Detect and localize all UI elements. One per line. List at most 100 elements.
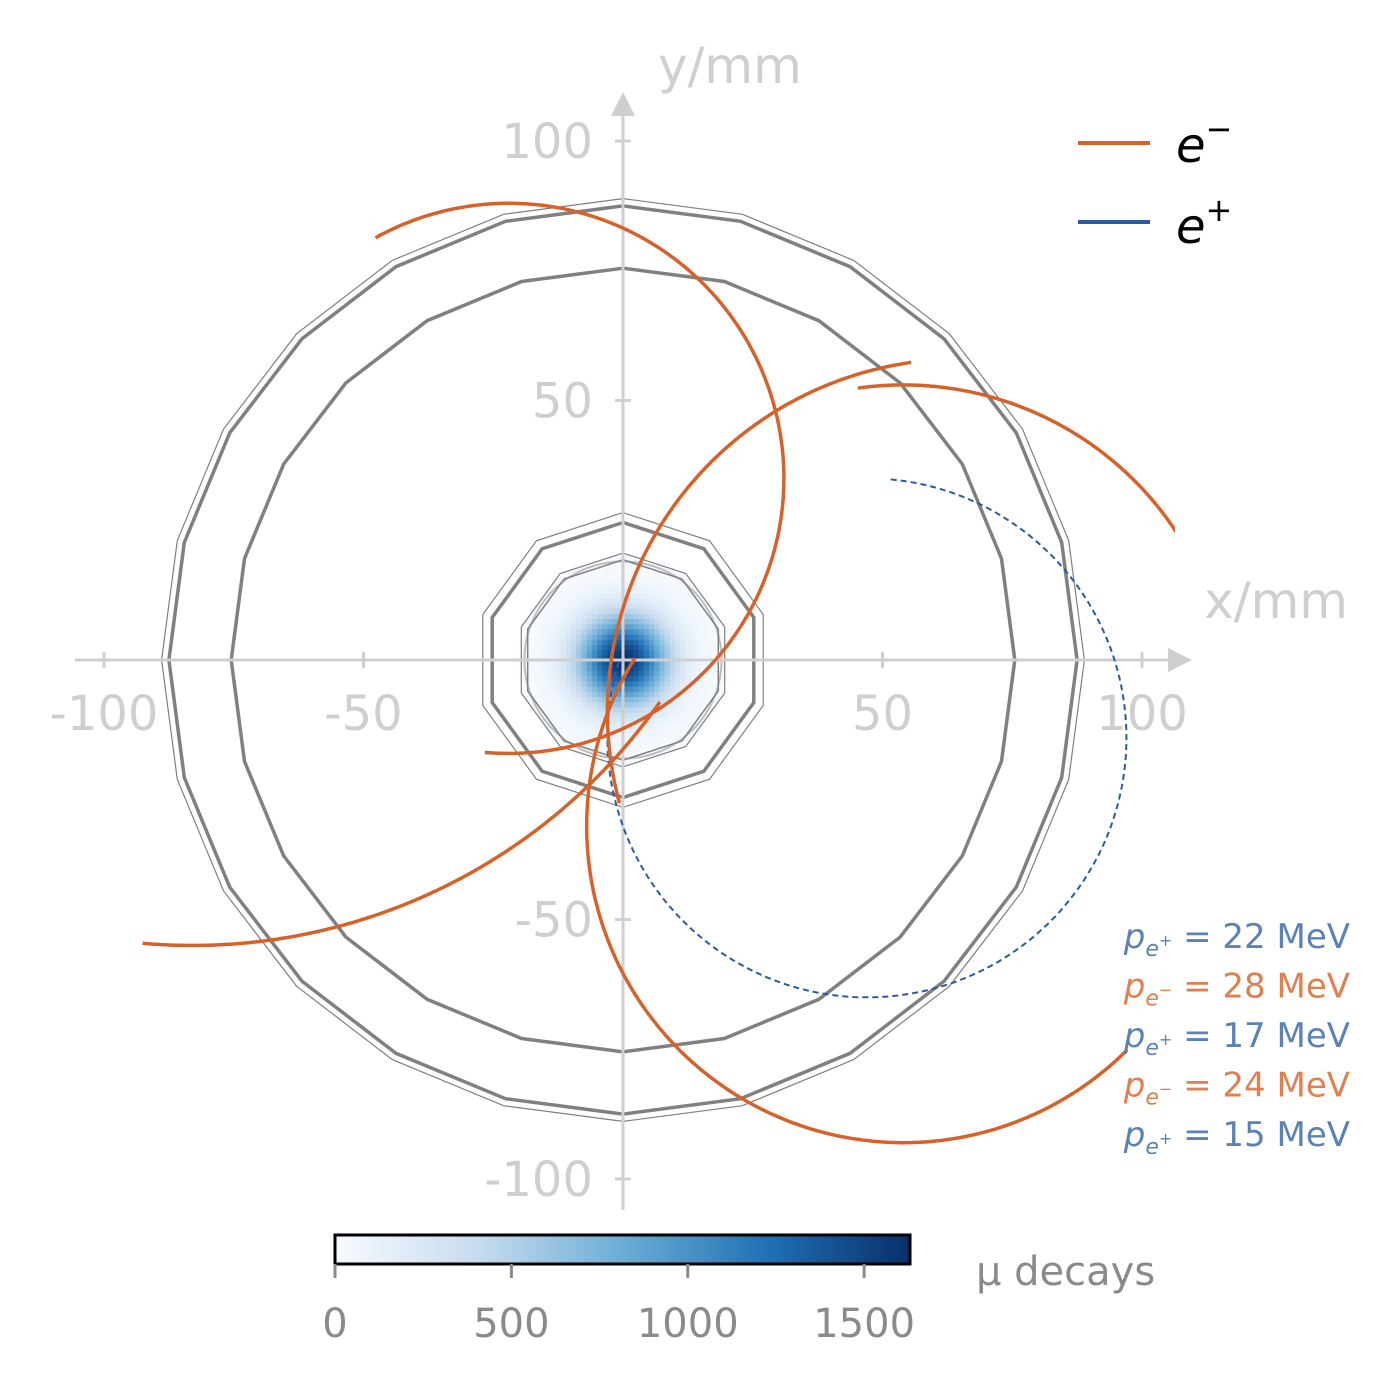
heatmap-cell	[638, 613, 645, 620]
heatmap-cell	[685, 675, 692, 682]
heatmap-cell	[648, 660, 655, 666]
heatmap-cell	[716, 665, 723, 671]
heatmap-cell	[716, 623, 723, 630]
heatmap-cell	[581, 644, 588, 651]
heatmap-cell	[545, 691, 551, 697]
heatmap-cell	[602, 587, 609, 594]
heatmap-cell	[591, 654, 598, 661]
heatmap-cell	[539, 623, 546, 630]
heatmap-cell	[695, 628, 702, 635]
heatmap-cell	[654, 649, 660, 656]
heatmap-cell	[674, 634, 681, 640]
heatmap-cell	[617, 654, 624, 661]
momentum-label: pe− = 28 MeV	[1123, 967, 1350, 1012]
heatmap-cell	[654, 602, 660, 609]
heatmap-cell	[607, 597, 614, 604]
heatmap-cell	[664, 592, 671, 599]
heatmap-cell	[550, 732, 557, 739]
heatmap-cell	[555, 660, 562, 666]
heatmap-cell	[617, 701, 624, 708]
heatmap-cell	[560, 597, 567, 604]
heatmap-cell	[628, 701, 634, 708]
heatmap-cell	[700, 675, 707, 682]
heatmap-cell	[643, 722, 650, 729]
heatmap-cell	[680, 722, 686, 729]
heatmap-cell	[669, 737, 676, 744]
heatmap-cell	[659, 706, 666, 713]
heatmap-cell	[607, 644, 614, 651]
heatmap-cell	[648, 649, 655, 656]
heatmap-cell	[669, 618, 676, 625]
heatmap-cell	[654, 660, 660, 666]
heatmap-cell	[571, 737, 577, 744]
heatmap-cell	[680, 727, 686, 734]
heatmap-cell	[628, 561, 634, 568]
heatmap-cell	[555, 639, 562, 646]
heatmap-cell	[545, 665, 551, 671]
heatmap-cell	[690, 639, 697, 646]
heatmap-cell	[591, 649, 598, 656]
heatmap-cell	[617, 665, 624, 671]
heatmap-cell	[565, 670, 572, 677]
heatmap-cell	[669, 670, 676, 677]
heatmap-cell	[674, 644, 681, 651]
heatmap-cell	[695, 670, 702, 677]
heatmap-cell	[617, 634, 624, 640]
y-axis-arrow	[611, 92, 635, 116]
heatmap-cell	[700, 660, 707, 666]
heatmap-cell	[529, 706, 536, 713]
heatmap-cell	[664, 587, 671, 594]
heatmap-cell	[617, 691, 624, 697]
heatmap-cell	[612, 587, 619, 594]
heatmap-cell	[633, 592, 640, 599]
heatmap-cell	[607, 628, 614, 635]
heatmap-cell	[565, 732, 572, 739]
heatmap-cell	[550, 711, 557, 718]
heatmap-cell	[597, 582, 603, 588]
heatmap-cell	[643, 701, 650, 708]
heatmap-cell	[638, 743, 645, 749]
heatmap-cell	[597, 665, 603, 671]
heatmap-cell	[638, 732, 645, 739]
heatmap-cell	[534, 660, 541, 666]
heatmap-cell	[555, 649, 562, 656]
heatmap-cell	[617, 737, 624, 744]
heatmap-cell	[628, 685, 634, 692]
heatmap-cell	[648, 613, 655, 620]
heatmap-cell	[680, 597, 686, 604]
heatmap-cell	[674, 706, 681, 713]
heatmap-cell	[617, 639, 624, 646]
heatmap-cell	[674, 665, 681, 671]
heatmap-cell	[539, 608, 546, 614]
heatmap-cell	[648, 639, 655, 646]
heatmap-cell	[576, 665, 583, 671]
heatmap-cell	[664, 644, 671, 651]
heatmap-cell	[529, 670, 536, 677]
heatmap-cell	[539, 613, 546, 620]
heatmap-cell	[690, 654, 697, 661]
heatmap-cell	[602, 737, 609, 744]
heatmap-cell	[612, 748, 619, 755]
heatmap-cell	[550, 613, 557, 620]
heatmap-cell	[565, 660, 572, 666]
heatmap-cell	[628, 566, 634, 573]
track-electron-2b	[857, 383, 1175, 534]
heatmap-cell	[612, 571, 619, 578]
heatmap-cell	[617, 592, 624, 599]
heatmap-cell	[581, 717, 588, 723]
heatmap-cell	[581, 670, 588, 677]
heatmap-cell	[685, 701, 692, 708]
heatmap-cell	[685, 634, 692, 640]
heatmap-cell	[612, 665, 619, 671]
heatmap-cell	[545, 706, 551, 713]
heatmap-cell	[555, 602, 562, 609]
heatmap-cell	[607, 592, 614, 599]
heatmap-cell	[654, 613, 660, 620]
heatmap-cell	[700, 649, 707, 656]
heatmap-cell	[711, 613, 718, 620]
heatmap-cell	[628, 618, 634, 625]
heatmap-cell	[648, 618, 655, 625]
heatmap-cell	[565, 696, 572, 703]
heatmap-cell	[633, 743, 640, 749]
heatmap-cell	[700, 665, 707, 671]
